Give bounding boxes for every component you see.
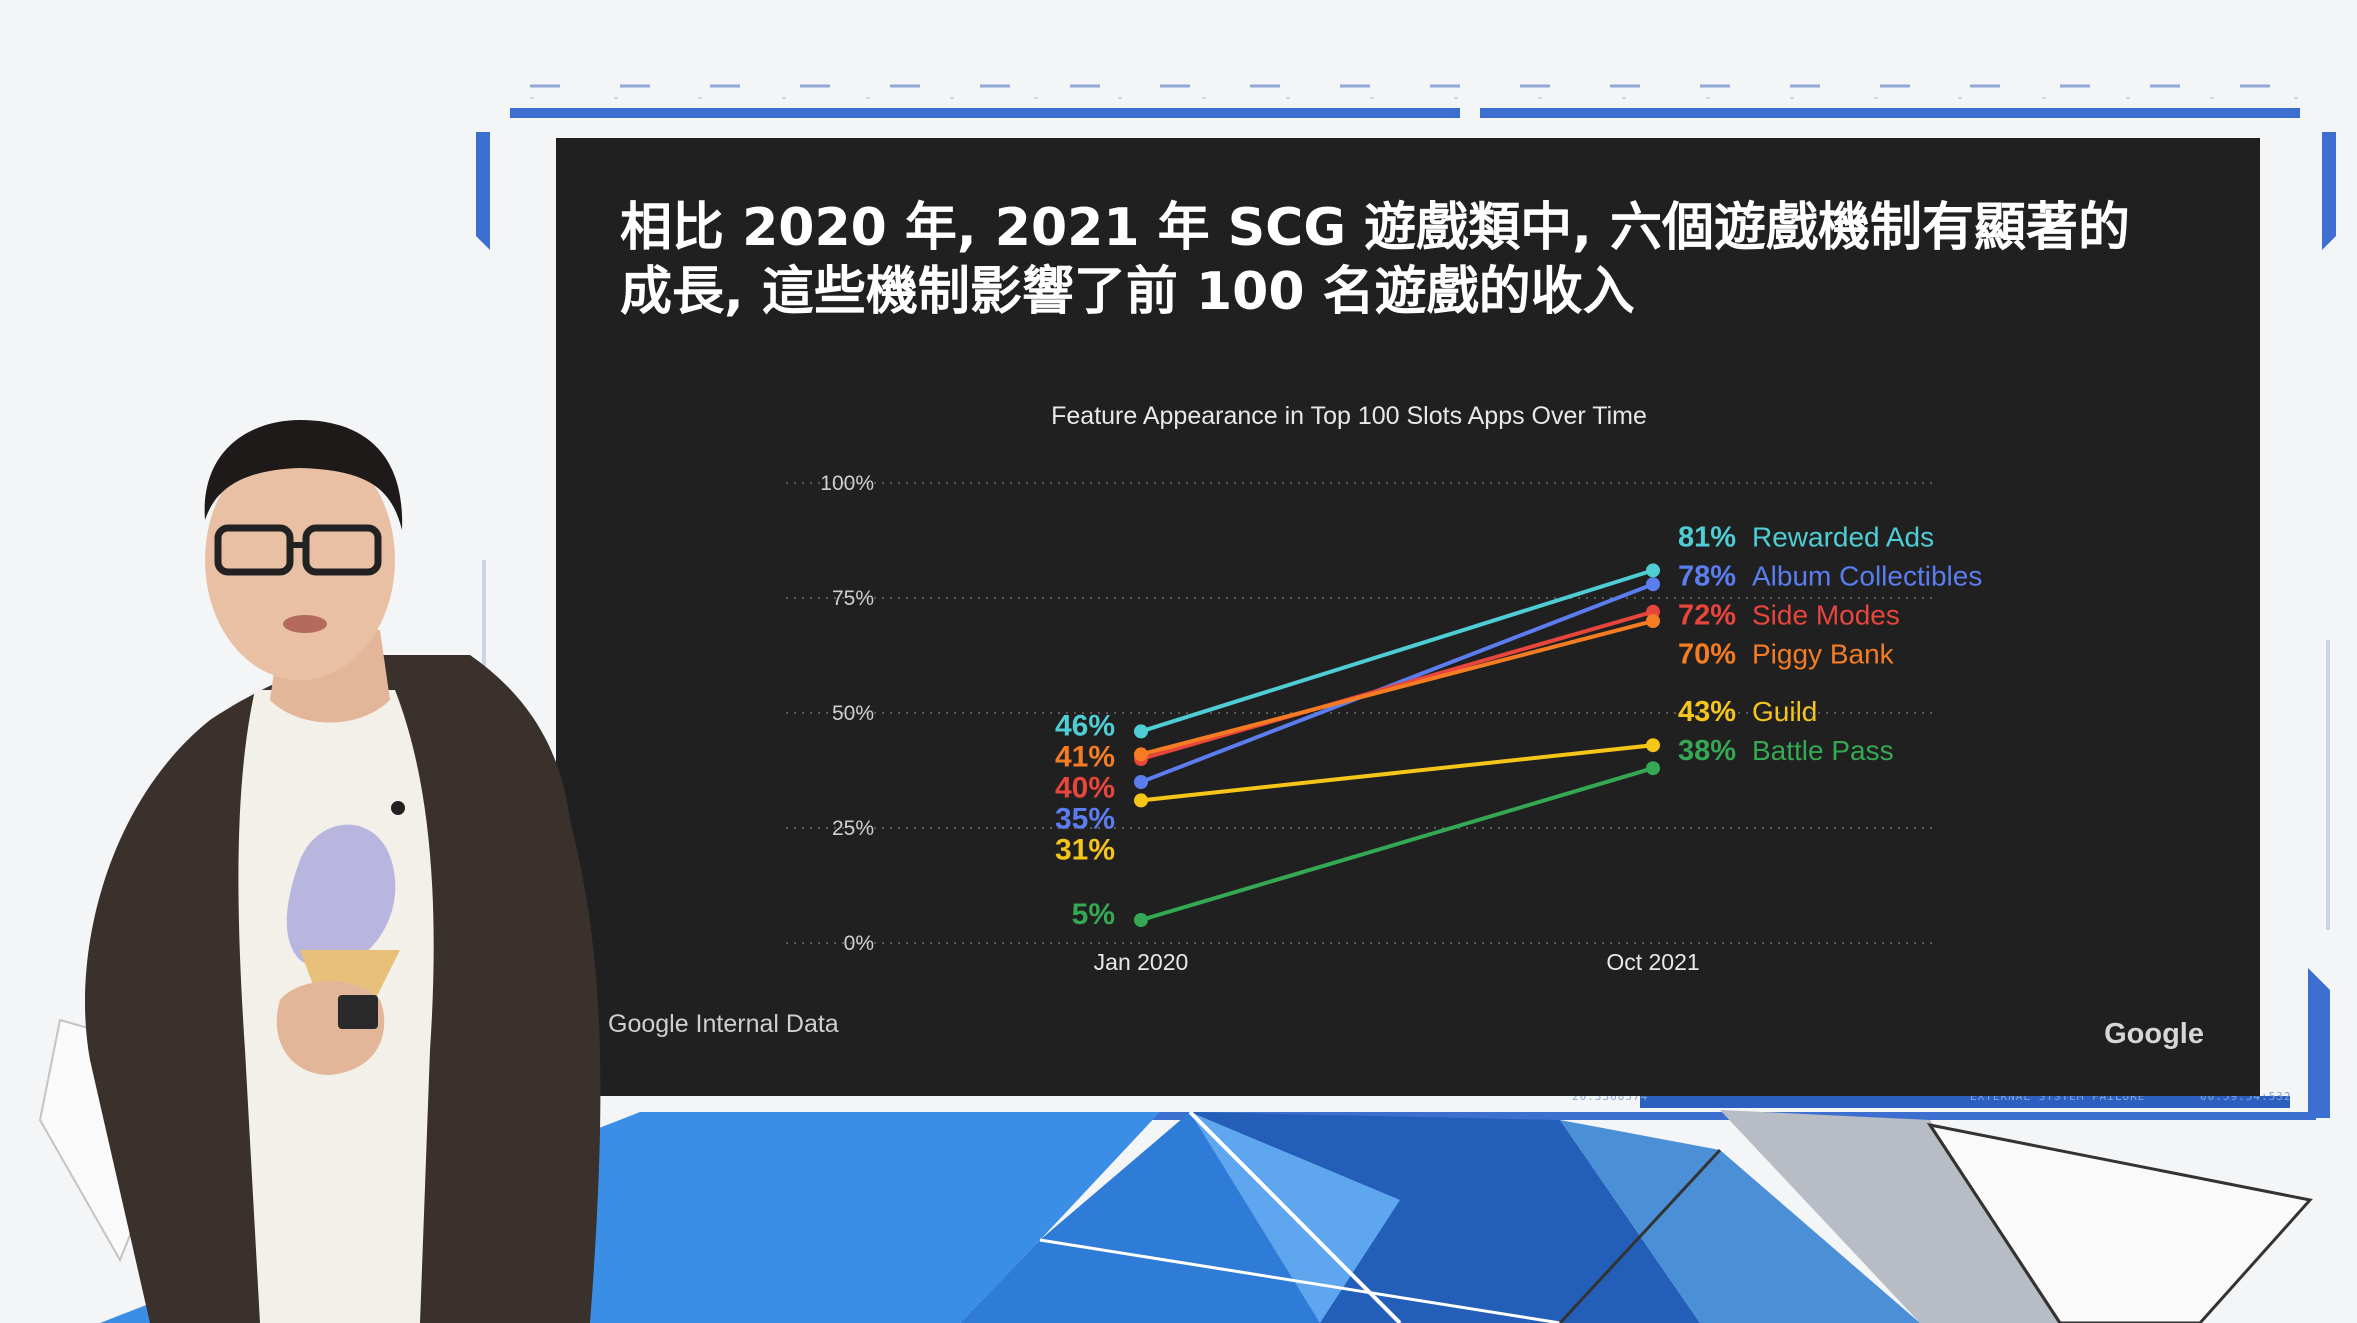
- hud-top-bar-left: [510, 108, 1460, 118]
- slope-chart: Feature Appearance in Top 100 Slots Apps…: [786, 402, 1982, 975]
- presenter-glasses-left: [214, 524, 294, 576]
- legend-label-rewarded-ads: Rewarded Ads: [1752, 521, 1934, 552]
- bg-line-4: [1928, 1124, 2062, 1323]
- data-point-rewarded-ads: [1134, 724, 1148, 739]
- legend-label-side-modes: Side Modes: [1752, 599, 1900, 630]
- source-note: Google Internal Data: [608, 1010, 839, 1038]
- legend-label-album-collectibles: Album Collectibles: [1752, 560, 1982, 591]
- start-label-rewarded-ads: 46%: [1055, 709, 1115, 742]
- google-logo: Google: [2104, 1018, 2204, 1050]
- data-point-battle-pass: [1646, 761, 1660, 776]
- end-value-battle-pass: 38%: [1678, 735, 1736, 767]
- presenter-glasses-right: [302, 524, 382, 576]
- bg-line-1: [1188, 1110, 1402, 1323]
- series-line-side-modes: [1140, 609, 1654, 761]
- presenter-mouth: [283, 615, 327, 633]
- y-tick-label: 100%: [820, 472, 874, 495]
- hud-corner-right: [2308, 968, 2330, 1118]
- presenter-phone: [338, 995, 378, 1029]
- presentation-slide: 相比 2020 年, 2021 年 SCG 遊戲類中, 六個遊戲機制有顯著的成長…: [556, 138, 2260, 1096]
- y-tick-label: 75%: [832, 587, 874, 610]
- hud-bottom-bar: [656, 1112, 2316, 1120]
- bg-line-3: [1558, 1148, 1722, 1323]
- hud-side-rail-right: [2326, 640, 2330, 930]
- start-label-piggy-bank: 41%: [1055, 740, 1115, 773]
- chart-title: Feature Appearance in Top 100 Slots Apps…: [1051, 402, 1647, 430]
- end-value-album-collectibles: 78%: [1678, 560, 1736, 592]
- start-label-side-modes: 40%: [1055, 771, 1115, 804]
- y-tick-label: 25%: [832, 817, 874, 840]
- bg-shape-steel: [1560, 1120, 1920, 1323]
- data-point-piggy-bank: [1134, 747, 1148, 762]
- start-label-guild: 31%: [1055, 833, 1115, 866]
- presenter-head: [205, 440, 395, 680]
- legend-label-guild: Guild: [1752, 696, 1817, 727]
- series-line-guild: [1140, 743, 1654, 803]
- presenter-lapel-mic: [391, 801, 405, 815]
- legend-label-piggy-bank: Piggy Bank: [1752, 638, 1895, 669]
- hud-top-bar-right: [1480, 108, 2300, 118]
- start-label-album-collectibles: 35%: [1055, 802, 1115, 835]
- hud-bracket-left: [476, 132, 490, 250]
- data-point-guild: [1134, 793, 1148, 808]
- data-point-rewarded-ads: [1646, 563, 1660, 578]
- y-tick-label: 0%: [844, 932, 874, 955]
- bg-line-2: [1039, 1238, 1561, 1323]
- end-value-rewarded-ads: 81%: [1678, 521, 1736, 553]
- start-label-battle-pass: 5%: [1072, 898, 1115, 931]
- data-point-battle-pass: [1134, 913, 1148, 927]
- slide-title: 相比 2020 年, 2021 年 SCG 遊戲類中, 六個遊戲機制有顯著的成長…: [620, 198, 2130, 322]
- data-point-album-collectibles: [1134, 775, 1148, 789]
- bg-shape-gray: [1720, 1110, 2060, 1323]
- series-line-album-collectibles: [1140, 582, 1654, 784]
- shirt-graphic: [286, 824, 396, 969]
- end-value-side-modes: 72%: [1678, 599, 1736, 631]
- series-line-battle-pass: [1140, 766, 1654, 922]
- hud-bracket-right: [2322, 132, 2336, 250]
- x-tick-label: Oct 2021: [1606, 949, 1699, 975]
- legend-label-battle-pass: Battle Pass: [1752, 735, 1894, 766]
- y-tick-label: 50%: [832, 702, 874, 725]
- data-point-guild: [1646, 738, 1660, 753]
- data-point-album-collectibles: [1646, 577, 1660, 592]
- series-line-rewarded-ads: [1140, 568, 1654, 734]
- presenter-hair: [204, 420, 403, 530]
- data-point-piggy-bank: [1646, 614, 1660, 628]
- series-line-piggy-bank: [1140, 619, 1654, 757]
- x-tick-label: Jan 2020: [1094, 949, 1189, 975]
- end-value-piggy-bank: 70%: [1678, 638, 1736, 670]
- hud-bottom-readout: [1640, 1096, 2290, 1108]
- end-value-guild: 43%: [1678, 696, 1736, 728]
